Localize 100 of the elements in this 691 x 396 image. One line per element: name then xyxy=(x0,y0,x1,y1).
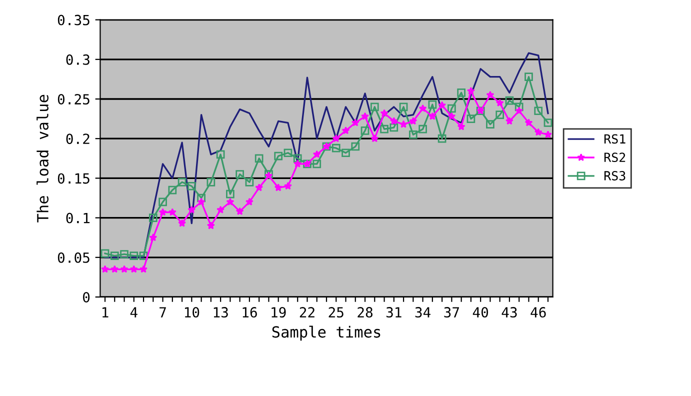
point xyxy=(370,134,379,142)
y-tick-label: 0.15 xyxy=(58,173,90,184)
point xyxy=(254,154,264,163)
point xyxy=(245,178,254,186)
point xyxy=(130,265,138,273)
point xyxy=(409,117,418,125)
x-tick-label: 43 xyxy=(502,307,517,318)
point xyxy=(178,178,186,186)
x-tick-label: 34 xyxy=(415,307,430,318)
y-tick-label: 0.3 xyxy=(66,54,90,65)
point xyxy=(255,184,264,192)
point xyxy=(438,134,446,143)
point xyxy=(312,160,322,168)
point xyxy=(110,252,119,260)
point xyxy=(428,100,437,109)
y-tick-label: 0.2 xyxy=(66,134,90,144)
point xyxy=(360,126,370,135)
point xyxy=(206,222,215,230)
x-tick-label: 10 xyxy=(184,307,200,318)
point xyxy=(140,265,148,273)
point xyxy=(293,154,302,163)
point xyxy=(448,104,456,113)
legend-label: RS1 xyxy=(604,134,626,144)
x-tick-label: 25 xyxy=(328,307,344,318)
point xyxy=(332,144,340,152)
point xyxy=(524,118,533,126)
point xyxy=(370,102,379,112)
point xyxy=(399,102,408,112)
point xyxy=(457,122,466,130)
point xyxy=(457,88,466,97)
x-tick-label: 7 xyxy=(160,307,166,318)
point xyxy=(466,114,476,123)
point xyxy=(110,265,119,273)
point xyxy=(245,198,254,206)
point xyxy=(361,112,370,120)
x-tick-label: 13 xyxy=(214,307,228,318)
point xyxy=(390,117,398,125)
point xyxy=(466,86,475,95)
point xyxy=(342,148,350,158)
point xyxy=(168,186,177,194)
point xyxy=(197,194,206,202)
x-tick-label: 1 xyxy=(102,307,108,318)
point xyxy=(284,148,292,158)
point xyxy=(236,207,244,215)
x-tick-label: 37 xyxy=(444,307,460,318)
point xyxy=(188,206,196,214)
point xyxy=(197,198,206,206)
point xyxy=(188,182,196,190)
point xyxy=(120,250,128,258)
x-tick-label: 4 xyxy=(130,307,138,318)
point xyxy=(342,126,350,134)
point xyxy=(351,118,360,126)
point xyxy=(534,128,542,136)
point xyxy=(206,178,216,186)
point xyxy=(158,198,167,206)
point xyxy=(486,120,494,129)
point xyxy=(390,123,398,132)
point xyxy=(294,160,302,168)
point xyxy=(428,112,436,120)
point xyxy=(515,106,524,114)
x-tick-label: 19 xyxy=(272,307,286,318)
point xyxy=(496,110,504,120)
point xyxy=(158,208,167,216)
point xyxy=(409,130,418,139)
y-tick-label: 0.35 xyxy=(58,14,90,26)
point xyxy=(418,104,427,112)
point xyxy=(438,101,446,109)
point xyxy=(139,252,148,260)
point xyxy=(236,170,244,178)
point xyxy=(351,142,360,151)
point xyxy=(380,109,388,117)
point xyxy=(130,252,138,260)
point xyxy=(284,182,292,190)
point xyxy=(505,96,514,105)
point xyxy=(148,214,158,222)
x-tick-label: 22 xyxy=(300,307,314,318)
point xyxy=(524,72,533,81)
point xyxy=(101,265,110,273)
point xyxy=(380,124,388,134)
y-tick-label: 0.1 xyxy=(66,212,90,224)
point xyxy=(168,208,176,216)
x-tick-label: 40 xyxy=(472,307,488,318)
point xyxy=(226,190,234,198)
point xyxy=(332,134,340,142)
point xyxy=(534,106,543,116)
y-tick-label: 0 xyxy=(83,292,90,303)
point xyxy=(448,112,456,120)
point xyxy=(100,249,110,258)
x-tick-label: 46 xyxy=(530,307,546,318)
point xyxy=(514,102,524,112)
y-axis-title: The load value xyxy=(36,94,49,222)
point xyxy=(400,120,408,128)
point xyxy=(486,90,494,99)
point xyxy=(274,152,283,160)
point xyxy=(226,198,234,206)
point xyxy=(216,150,225,159)
point xyxy=(120,265,128,273)
y-tick-label: 0.05 xyxy=(58,252,90,263)
point xyxy=(216,206,225,214)
legend-label: RS3 xyxy=(604,171,626,180)
